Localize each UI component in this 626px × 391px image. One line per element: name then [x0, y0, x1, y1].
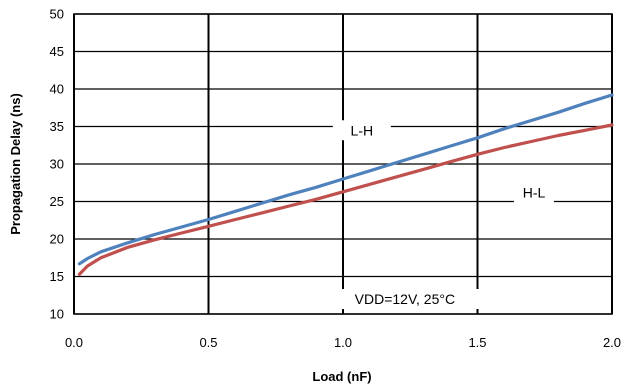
- series-line-l-h: [77, 93, 614, 266]
- y-tick-label: 40: [50, 82, 64, 97]
- series-lines: [77, 93, 614, 276]
- annotation-hl: H-L: [523, 185, 546, 201]
- annotation-cond: VDD=12V, 25°C: [355, 291, 455, 307]
- annotation-bg: [330, 289, 479, 309]
- y-axis-title: Propagation Delay (ns): [8, 93, 23, 235]
- y-tick-label: 25: [50, 194, 64, 209]
- x-axis-title: Load (nF): [312, 369, 371, 384]
- y-tick-label: 45: [50, 44, 64, 59]
- y-tick-label: 35: [50, 119, 64, 134]
- y-tick-label: 15: [50, 269, 64, 284]
- y-tick-label: 50: [50, 7, 64, 22]
- x-tick-label: 1.0: [334, 335, 352, 350]
- annotation-bg: [513, 182, 554, 203]
- y-tick-label: 30: [50, 157, 64, 172]
- series-line-h-l: [77, 123, 614, 276]
- plot-border: [73, 13, 613, 315]
- x-tick-label: 0.0: [65, 335, 83, 350]
- x-tick-label: 2.0: [603, 335, 621, 350]
- annotation-bg: [332, 120, 391, 141]
- y-tick-label: 20: [50, 232, 64, 247]
- y-tick-label: 10: [50, 307, 64, 322]
- tick-labels: 10 15 20 25 30 35 40 45 50 0.0 0.5 1.0 1.5 2.0: [50, 7, 622, 351]
- x-tick-label: 1.5: [468, 335, 486, 350]
- series-labels: L-H H-L VDD=12V, 25°C: [351, 122, 546, 307]
- x-tick-label: 0.5: [199, 335, 217, 350]
- annotation-lh: L-H: [351, 122, 374, 138]
